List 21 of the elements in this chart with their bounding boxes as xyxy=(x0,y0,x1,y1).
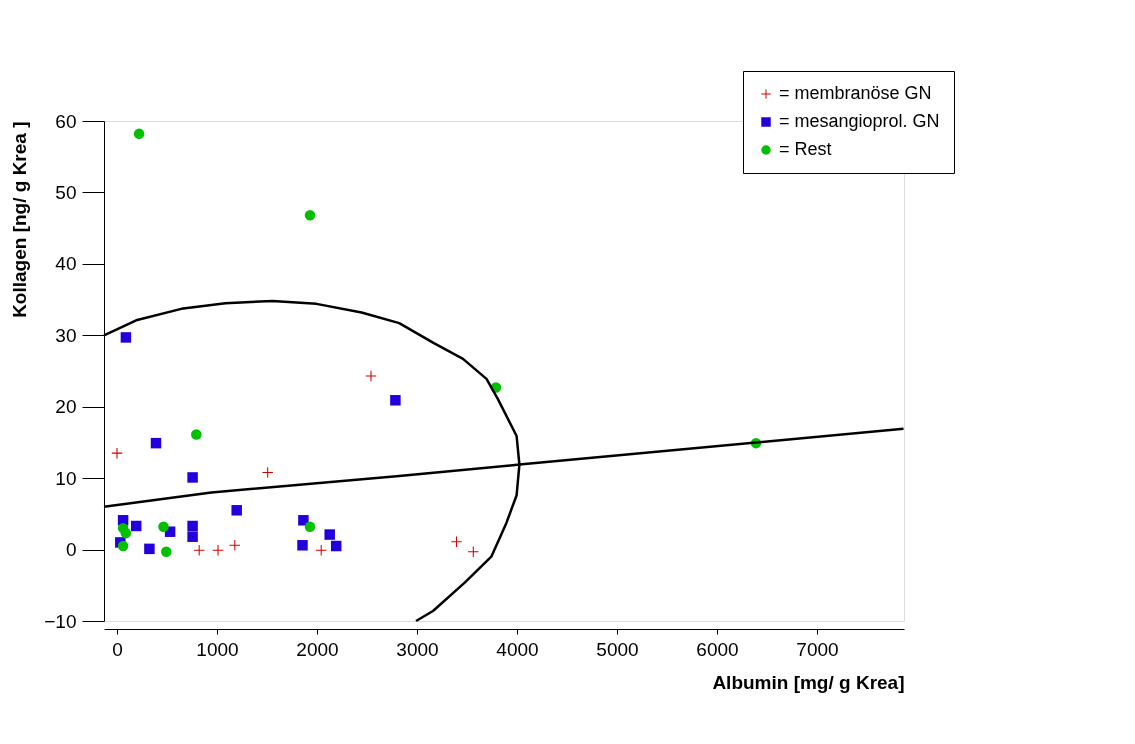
y-tick-label: 60 xyxy=(55,110,77,132)
y-tick-label: −10 xyxy=(44,610,77,632)
y-tick-label: 20 xyxy=(55,396,77,418)
y-axis-title: Kollagen [ng/ g Krea ] xyxy=(9,121,31,318)
y-tick-label: 30 xyxy=(55,324,77,346)
y-tick-label: 0 xyxy=(65,539,77,561)
x-tick-label: 1000 xyxy=(196,638,239,660)
legend-label: = Rest xyxy=(779,139,832,159)
y-tick-label: 50 xyxy=(55,181,77,203)
y-tick-label: 40 xyxy=(55,253,77,275)
x-axis-title: Albumin [mg/ g Krea] xyxy=(712,671,905,693)
x-tick-label: 6000 xyxy=(696,638,739,660)
x-tick-label: 0 xyxy=(112,638,123,660)
x-tick-label: 2000 xyxy=(296,638,339,660)
x-tick-label: 3000 xyxy=(396,638,439,660)
y-tick-label: 10 xyxy=(55,467,77,489)
x-tick-label: 5000 xyxy=(596,638,639,660)
legend-label: = mesangioprol. GN xyxy=(779,111,940,131)
x-tick-label: 4000 xyxy=(496,638,539,660)
x-tick-label: 7000 xyxy=(796,638,839,660)
legend-label: = membranöse GN xyxy=(779,83,932,103)
